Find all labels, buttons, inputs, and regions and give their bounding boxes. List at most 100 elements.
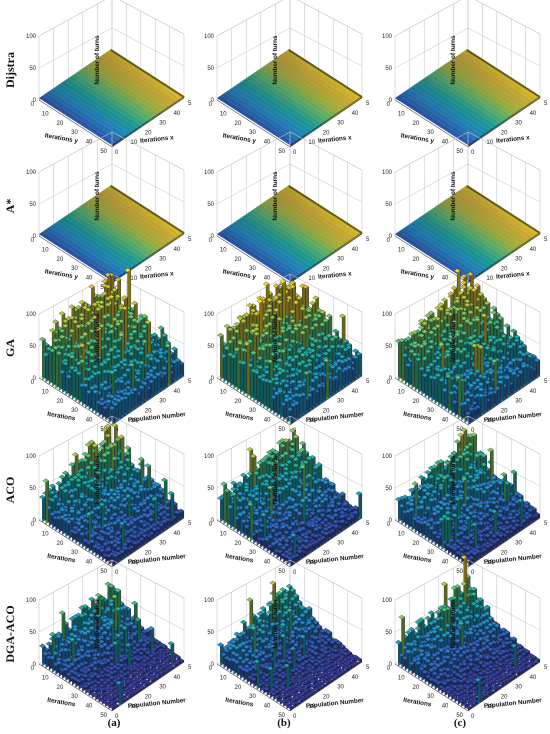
z-tick-label: 0 <box>33 234 37 240</box>
y-tick-label: 40 <box>264 276 271 282</box>
x-tick-label: 0 <box>471 150 475 156</box>
z-tick-label: 100 <box>204 170 215 176</box>
x-tick-label: 10 <box>130 418 137 424</box>
x-tick-label: 20 <box>501 408 508 414</box>
x-tick-label: 30 <box>515 685 522 691</box>
y-tick-label: 20 <box>413 541 420 547</box>
y-tick-label: 0 <box>31 380 35 386</box>
y-tick-label: 10 <box>398 111 405 117</box>
z-tick-label: 100 <box>204 312 215 318</box>
z-tick-label: 0 <box>33 98 37 104</box>
z-axis-label: Number of turns <box>450 171 457 220</box>
y-tick-label: 30 <box>71 408 78 414</box>
x-tick-label: 5 <box>188 521 192 527</box>
x-tick-label: 10 <box>130 140 137 146</box>
y-tick-label: 0 <box>387 102 391 108</box>
x-tick-label: 0 <box>293 570 297 576</box>
z-tick-label: 100 <box>26 312 37 318</box>
y-tick-label: 50 <box>456 427 463 433</box>
x-tick-label: 20 <box>323 408 330 414</box>
z-axis-label: Number of turns <box>272 599 279 648</box>
z-tick-label: 0 <box>211 376 215 382</box>
z-tick-label: 0 <box>389 234 393 240</box>
x-tick-label: 5 <box>544 101 548 107</box>
x-tick-label: 5 <box>544 379 548 385</box>
z-tick-label: 100 <box>204 34 215 40</box>
z-tick-label: 0 <box>211 518 215 524</box>
x-axis-label: Population Number <box>306 553 365 566</box>
z-tick-label: 0 <box>389 98 393 104</box>
y-tick-label: 10 <box>220 247 227 253</box>
y-tick-label: 50 <box>100 713 107 719</box>
x-tick-label: 40 <box>174 531 181 537</box>
x-tick-label: 30 <box>515 121 522 127</box>
x-tick-label: 30 <box>337 121 344 127</box>
y-tick-label: 10 <box>220 675 227 681</box>
y-tick-label: 40 <box>86 704 93 710</box>
y-tick-label: 50 <box>278 569 285 575</box>
x-tick-label: 10 <box>130 276 137 282</box>
x-tick-label: 20 <box>501 550 508 556</box>
x-tick-label: 10 <box>486 560 493 566</box>
x-tick-label: 0 <box>471 714 475 720</box>
x-tick-label: 5 <box>366 521 370 527</box>
z-axis-label: Number of turns <box>450 313 457 362</box>
x-tick-label: 30 <box>159 257 166 263</box>
x-tick-label: 10 <box>486 704 493 710</box>
x-tick-label: 40 <box>174 247 181 253</box>
y-tick-label: 30 <box>71 550 78 556</box>
y-tick-label: 50 <box>100 569 107 575</box>
x-tick-label: 30 <box>337 257 344 263</box>
x-axis-label: Population Number <box>484 411 543 424</box>
y-tick-label: 20 <box>235 685 242 691</box>
y-tick-label: 30 <box>427 694 434 700</box>
z-tick-label: 50 <box>207 344 214 350</box>
x-tick-label: 40 <box>530 389 537 395</box>
x-tick-label: 40 <box>174 675 181 681</box>
x-tick-label: 40 <box>530 111 537 117</box>
y-tick-label: 40 <box>442 140 449 146</box>
y-tick-label: 30 <box>427 550 434 556</box>
x-tick-label: 20 <box>323 694 330 700</box>
y-tick-label: 30 <box>427 130 434 136</box>
y-tick-label: 40 <box>86 560 93 566</box>
x-tick-label: 0 <box>115 286 119 292</box>
y-tick-label: 10 <box>220 389 227 395</box>
x-tick-label: 10 <box>130 704 137 710</box>
x-tick-label: 10 <box>308 140 315 146</box>
y-tick-label: 40 <box>264 560 271 566</box>
x-tick-label: 0 <box>115 570 119 576</box>
x-tick-label: 5 <box>188 379 192 385</box>
y-tick-label: 40 <box>442 418 449 424</box>
z-axis-label: Number of turns <box>450 455 457 504</box>
x-tick-label: 0 <box>115 150 119 156</box>
y-tick-label: 0 <box>209 238 213 244</box>
y-axis-label: Iterations <box>47 697 77 709</box>
z-tick-label: 100 <box>382 170 393 176</box>
y-tick-label: 0 <box>31 238 35 244</box>
x-tick-label: 10 <box>308 276 315 282</box>
x-axis-label: Population Number <box>484 697 543 710</box>
x-tick-label: 5 <box>366 665 370 671</box>
y-tick-label: 20 <box>413 257 420 263</box>
x-tick-label: 30 <box>515 399 522 405</box>
y-tick-label: 10 <box>42 531 49 537</box>
x-tick-label: 10 <box>308 418 315 424</box>
x-tick-label: 20 <box>323 130 330 136</box>
x-tick-label: 20 <box>501 266 508 272</box>
y-tick-label: 40 <box>86 140 93 146</box>
y-tick-label: 50 <box>278 427 285 433</box>
x-axis-label: Population Number <box>128 411 187 424</box>
y-tick-label: 0 <box>31 102 35 108</box>
x-tick-label: 5 <box>188 237 192 243</box>
y-tick-label: 40 <box>442 704 449 710</box>
x-tick-label: 30 <box>337 541 344 547</box>
z-axis-label: Number of turns <box>94 171 101 220</box>
x-tick-label: 5 <box>544 237 548 243</box>
y-tick-label: 40 <box>264 704 271 710</box>
